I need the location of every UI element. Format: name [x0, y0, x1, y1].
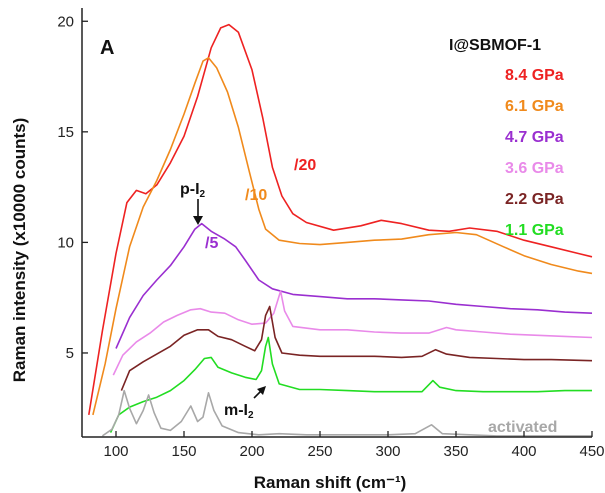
- y-ticks: 5 10 15 20: [57, 13, 88, 362]
- x-tick-label: 200: [239, 443, 264, 460]
- series-layer: [88, 23, 593, 437]
- series-line-3-6-gpa: [112, 290, 593, 376]
- m-i2-label: m-I2: [224, 402, 254, 421]
- x-axis-title: Raman shift (cm⁻¹): [254, 473, 407, 492]
- plot-area: [88, 23, 593, 437]
- y-tick-label: 20: [57, 13, 74, 30]
- x-ticks: 100 150 200 250 300 350 400 450: [103, 431, 605, 460]
- legend-title: I@SBMOF-1: [449, 37, 541, 54]
- legend-entry-2-2-gpa: 2.2 GPa: [505, 191, 564, 208]
- y-tick-label: 5: [66, 345, 74, 362]
- x-tick-label: 100: [103, 443, 128, 460]
- y-tick-label: 10: [57, 234, 74, 251]
- x-tick-label: 450: [579, 443, 604, 460]
- x-tick-label: 250: [307, 443, 332, 460]
- series-line-8-4-gpa: [88, 23, 593, 416]
- legend-entry-4-7-gpa: 4.7 GPa: [505, 129, 564, 146]
- legend-entry-8-4-gpa: 8.4 GPa: [505, 67, 564, 84]
- x-tick-label: 350: [443, 443, 468, 460]
- series-line-activated: [101, 389, 592, 437]
- x-tick-label: 300: [375, 443, 400, 460]
- x-tick-label: 400: [511, 443, 536, 460]
- y-axis-title: Raman intensity (x10000 counts): [10, 118, 29, 383]
- peak-annotations: p-I2 m-I2: [180, 181, 266, 421]
- panel-label: A: [100, 37, 114, 59]
- p-i2-arrow-head: [193, 216, 203, 225]
- scale-label: /10: [245, 187, 267, 204]
- scale-label: /5: [205, 235, 218, 252]
- scale-label: /20: [294, 157, 316, 174]
- x-tick-label: 150: [171, 443, 196, 460]
- legend: I@SBMOF-1 8.4 GPa 6.1 GPa 4.7 GPa 3.6 GPa 2.…: [449, 37, 564, 436]
- series-line-6-1-gpa: [92, 57, 593, 416]
- p-i2-label: p-I2: [180, 181, 206, 200]
- scale-labels: /20/10/5: [205, 157, 316, 252]
- legend-entry-activated: activated: [488, 419, 557, 436]
- m-i2-arrow-head: [257, 386, 266, 395]
- legend-entry-3-6-gpa: 3.6 GPa: [505, 160, 564, 177]
- series-line-4-7-gpa: [115, 222, 593, 349]
- legend-entry-6-1-gpa: 6.1 GPa: [505, 98, 564, 115]
- legend-entry-1-1-gpa: 1.1 GPa: [505, 222, 564, 239]
- y-tick-label: 15: [57, 124, 74, 141]
- series-line-1-1-gpa: [109, 336, 592, 433]
- series-line-2-2-gpa: [120, 305, 593, 391]
